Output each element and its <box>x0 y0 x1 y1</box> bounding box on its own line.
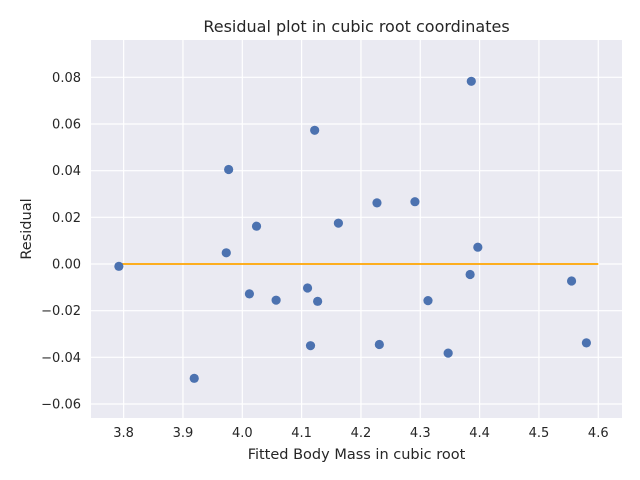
chart-title: Residual plot in cubic root coordinates <box>203 17 509 36</box>
data-point <box>221 248 231 258</box>
data-point <box>313 296 323 306</box>
y-tick-label: −0.04 <box>41 351 81 366</box>
data-point <box>271 295 281 305</box>
x-tick-label: 4.4 <box>469 426 490 441</box>
data-point <box>374 339 384 350</box>
data-point <box>410 197 420 207</box>
data-point <box>566 276 577 286</box>
data-point <box>443 348 453 358</box>
x-tick-label: 3.9 <box>173 426 194 441</box>
x-tick-label: 4.3 <box>410 426 431 441</box>
x-tick-label: 4.0 <box>232 426 253 441</box>
data-point <box>466 76 476 86</box>
data-point <box>251 221 262 231</box>
x-axis-label: Fitted Body Mass in cubic root <box>248 447 466 463</box>
y-tick-label: −0.02 <box>41 304 81 319</box>
data-point <box>465 269 475 280</box>
y-tick-label: −0.06 <box>41 398 81 413</box>
y-tick-labels: −0.06 −0.04 −0.02 0.00 0.02 0.04 0.06 0.08 <box>41 71 81 413</box>
y-axis-label: Residual <box>19 198 35 259</box>
data-point <box>305 341 316 351</box>
data-point <box>581 338 592 348</box>
plot-background <box>91 40 622 418</box>
x-tick-label: 3.8 <box>113 426 134 441</box>
data-point <box>244 289 255 299</box>
data-point <box>372 198 382 208</box>
data-points <box>114 76 592 383</box>
y-tick-label: 0.08 <box>52 71 81 86</box>
data-point <box>333 218 344 228</box>
data-point <box>302 283 313 293</box>
data-point <box>473 242 483 252</box>
x-tick-label: 4.6 <box>588 426 609 441</box>
y-tick-label: 0.06 <box>52 118 81 133</box>
data-point <box>224 164 234 175</box>
x-tick-label: 4.1 <box>291 426 312 441</box>
x-tick-labels: 3.8 3.9 4.0 4.1 4.2 4.3 4.4 4.5 4.6 <box>113 426 608 441</box>
data-point <box>114 261 124 271</box>
data-point <box>189 373 199 383</box>
x-tick-label: 4.2 <box>351 426 372 441</box>
data-point <box>310 125 320 135</box>
data-point <box>423 296 433 306</box>
x-tick-label: 4.5 <box>529 426 550 441</box>
y-tick-label: 0.02 <box>52 211 81 226</box>
y-tick-label: 0.04 <box>52 164 81 179</box>
y-tick-label: 0.00 <box>52 258 81 273</box>
